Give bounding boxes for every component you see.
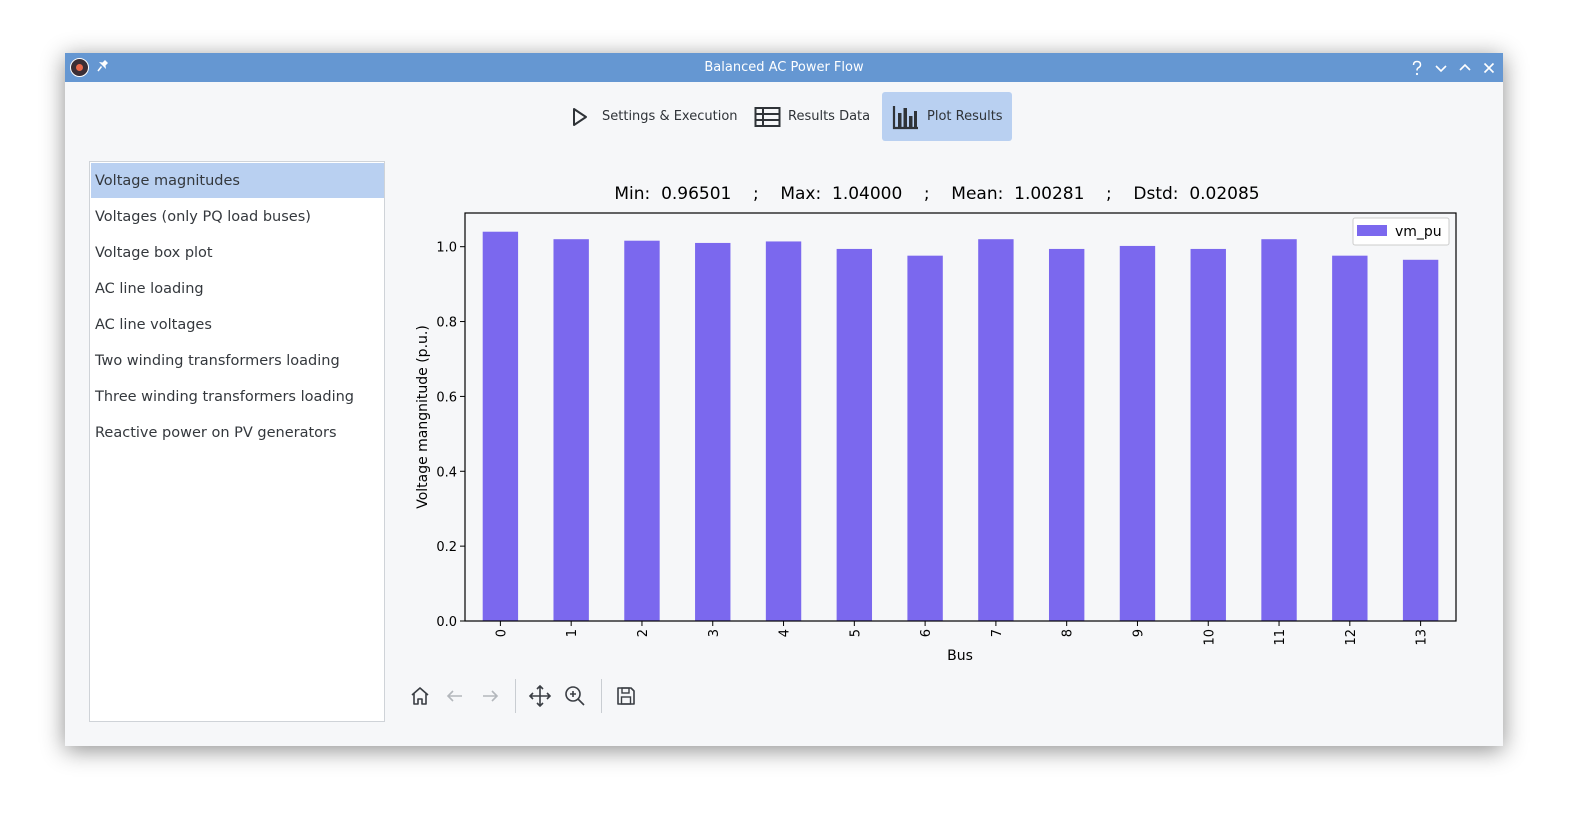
y-tick-label: 0.4	[436, 465, 457, 480]
close-icon[interactable]	[1479, 58, 1499, 78]
plot-type-list: Voltage magnitudes Voltages (only PQ loa…	[89, 161, 385, 722]
tab-label: Results Data	[788, 109, 871, 124]
list-item-voltages-pq[interactable]: Voltages (only PQ load buses)	[95, 209, 311, 225]
title-bar: Balanced AC Power Flow	[65, 53, 1503, 82]
help-icon[interactable]	[1407, 58, 1427, 78]
toolbar-separator	[601, 679, 602, 713]
home-icon[interactable]	[407, 683, 433, 709]
forward-icon[interactable]	[477, 683, 503, 709]
app-logo-icon	[70, 58, 89, 77]
y-tick-label: 0.8	[436, 316, 457, 331]
y-tick-label: 1.0	[436, 241, 457, 256]
list-item-voltage-box-plot[interactable]: Voltage box plot	[95, 245, 213, 261]
x-tick-label: 3	[707, 629, 722, 637]
toolbar-separator	[515, 679, 516, 713]
bar-bus-12	[1332, 255, 1368, 621]
bar-bus-5	[836, 248, 873, 621]
zoom-icon[interactable]	[562, 683, 588, 709]
y-axis-label: Voltage mangnitude (p.u.)	[415, 325, 431, 509]
list-item-ac-line-loading[interactable]: AC line loading	[95, 281, 204, 297]
tab-plot-results[interactable]: Plot Results	[882, 92, 1012, 141]
x-axis-label: Bus	[947, 648, 973, 664]
list-item-three-winding[interactable]: Three winding transformers loading	[95, 389, 354, 405]
tab-results-data[interactable]: Results Data	[746, 92, 871, 141]
list-item-reactive-pv[interactable]: Reactive power on PV generators	[95, 425, 337, 441]
legend: vm_pu	[1352, 217, 1450, 246]
x-tick-label: 7	[990, 629, 1005, 637]
legend-label: vm_pu	[1395, 224, 1442, 240]
x-tick-label: 6	[919, 629, 934, 637]
bar-bus-4	[765, 241, 802, 622]
bar-bus-10	[1190, 248, 1226, 621]
app-window: Balanced AC Power Flow Settings & Execut…	[65, 53, 1503, 746]
back-icon[interactable]	[442, 683, 468, 709]
x-tick-label: 11	[1273, 629, 1288, 646]
x-tick-label: 0	[494, 629, 509, 637]
x-tick-label: 12	[1344, 629, 1359, 646]
list-item-ac-line-voltages[interactable]: AC line voltages	[95, 317, 212, 333]
bar-bus-9	[1119, 245, 1156, 621]
bar-bus-1	[553, 239, 589, 621]
bar-chart-icon	[892, 106, 918, 130]
plot-canvas[interactable]: Min: 0.96501 ; Max: 1.04000 ; Mean: 1.00…	[395, 161, 1485, 666]
voltage-bar-chart: Min: 0.96501 ; Max: 1.04000 ; Mean: 1.00…	[415, 184, 1457, 664]
pan-icon[interactable]	[527, 683, 553, 709]
legend-swatch	[1357, 225, 1387, 236]
bar-bus-0	[482, 231, 519, 621]
play-icon	[573, 108, 587, 126]
bar-bus-6	[907, 255, 943, 621]
maximize-icon[interactable]	[1455, 58, 1475, 78]
tab-label: Settings & Execution	[602, 109, 738, 124]
bar-bus-11	[1261, 239, 1297, 621]
chart-title: Min: 0.96501 ; Max: 1.04000 ; Mean: 1.00…	[614, 184, 1259, 204]
x-tick-label: 4	[778, 629, 793, 637]
x-tick-label: 2	[636, 629, 651, 637]
y-tick-label: 0.6	[436, 390, 457, 405]
table-icon	[754, 107, 781, 127]
x-tick-label: 8	[1061, 629, 1076, 637]
x-tick-label: 10	[1202, 629, 1217, 646]
bar-bus-7	[978, 239, 1014, 621]
window-title: Balanced AC Power Flow	[704, 60, 864, 75]
plot-frame	[464, 212, 1457, 622]
y-tick-label: 0.2	[436, 540, 457, 555]
pin-icon[interactable]	[96, 58, 110, 77]
tab-settings-execution[interactable]: Settings & Execution	[561, 92, 738, 141]
y-tick-label: 0.0	[436, 615, 457, 630]
plot-toolbar	[405, 679, 645, 713]
tab-bar: Settings & Execution Results Data Plot R…	[65, 92, 1503, 142]
list-item-two-winding[interactable]: Two winding transformers loading	[95, 353, 340, 369]
x-tick-label: 5	[848, 629, 863, 637]
bar-bus-2	[624, 240, 660, 621]
list-item-voltage-magnitudes[interactable]: Voltage magnitudes	[91, 163, 384, 198]
bar-bus-3	[695, 242, 731, 621]
bar-bus-13	[1402, 259, 1439, 621]
x-tick-label: 1	[565, 629, 580, 637]
minimize-icon[interactable]	[1431, 58, 1451, 78]
tab-label: Plot Results	[927, 109, 1003, 124]
x-tick-label: 13	[1415, 629, 1430, 646]
save-icon[interactable]	[613, 683, 639, 709]
bar-bus-8	[1048, 248, 1085, 621]
x-tick-label: 9	[1131, 629, 1146, 637]
